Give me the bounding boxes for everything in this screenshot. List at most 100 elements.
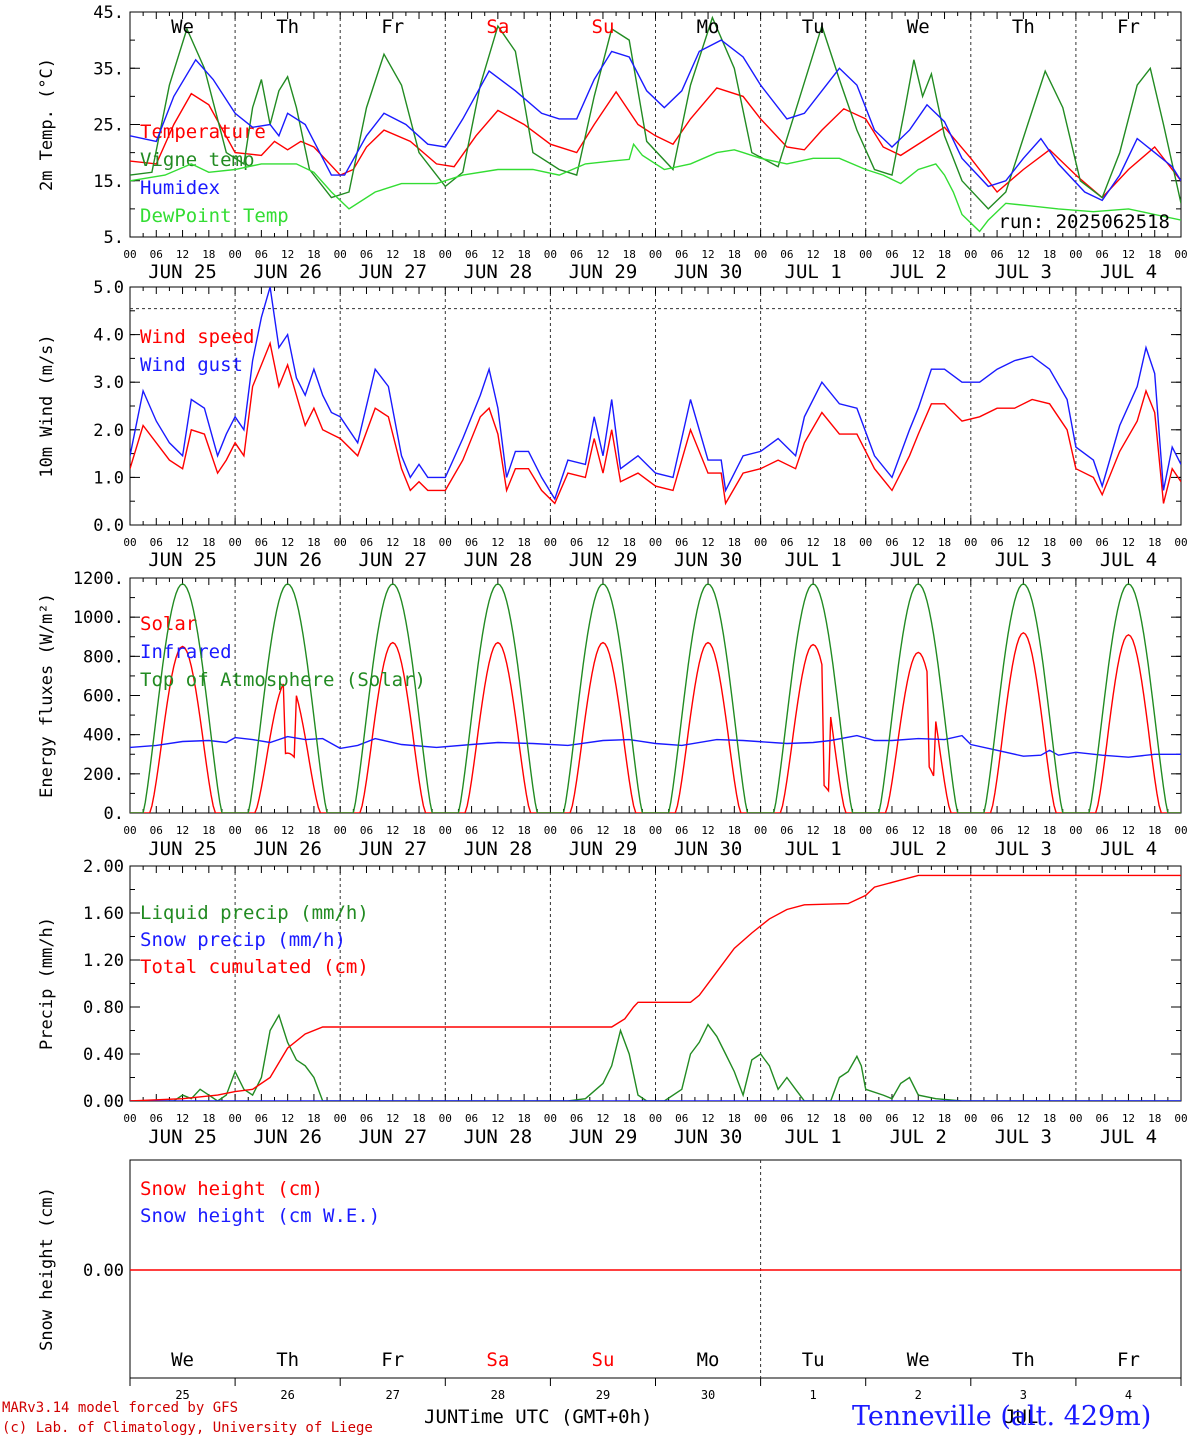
day-number: 26: [280, 1388, 294, 1402]
hour-label: 12: [1122, 824, 1135, 837]
hour-label: 12: [176, 248, 189, 261]
hour-label: 18: [412, 248, 425, 261]
y-tick-label: 0.00: [83, 1092, 124, 1112]
hour-label: 06: [885, 248, 898, 261]
hour-label: 06: [150, 248, 163, 261]
hour-label: 18: [518, 1112, 531, 1125]
day-name: Th: [276, 1349, 299, 1371]
hour-label: 12: [701, 248, 714, 261]
hour-label: 18: [1043, 824, 1056, 837]
hour-label: 00: [544, 824, 557, 837]
date-label: JUL 3: [995, 549, 1052, 571]
hour-label: 06: [360, 824, 373, 837]
day-name: We: [907, 1349, 930, 1371]
y-axis-label: Snow height (cm): [37, 1187, 57, 1351]
hour-label: 06: [780, 1112, 793, 1125]
date-label: JUN 27: [358, 261, 427, 283]
series-line-top-of-atmosphere-solar: [130, 583, 1181, 813]
hour-label: 18: [412, 536, 425, 549]
y-tick-label: 0.: [104, 804, 124, 824]
hour-label: 12: [701, 536, 714, 549]
footer-month-left: JUN: [424, 1406, 459, 1428]
hour-label: 06: [150, 824, 163, 837]
hour-label: 00: [1069, 536, 1082, 549]
hour-label: 12: [912, 824, 925, 837]
date-label: JUN 25: [148, 261, 217, 283]
hour-label: 06: [885, 824, 898, 837]
hour-label: 18: [623, 1112, 636, 1125]
site-name: Tenneville (alt. 429m): [852, 1401, 1152, 1432]
day-name: We: [171, 1349, 194, 1371]
hour-label: 00: [649, 1112, 662, 1125]
hour-label: 06: [465, 1112, 478, 1125]
hour-label: 06: [570, 248, 583, 261]
hour-label: 12: [1017, 824, 1030, 837]
hour-label: 18: [518, 536, 531, 549]
footer: MARv3.14 model forced by GFS (c) Lab. of…: [0, 1395, 1194, 1440]
series-line-temperature: [130, 87, 1181, 199]
hour-label: 18: [938, 824, 951, 837]
hour-label: 06: [255, 1112, 268, 1125]
hour-label: 12: [807, 536, 820, 549]
hour-label: 00: [123, 1112, 136, 1125]
hour-label: 00: [228, 1112, 241, 1125]
hour-label: 00: [334, 824, 347, 837]
hour-label: 00: [439, 248, 452, 261]
panel-4: 2.00 1.60 1.20 0.80 0.40 0.00 Precip (mm/h) 00 0…: [37, 857, 1188, 1148]
hour-label: 12: [807, 1112, 820, 1125]
day-number: 1: [810, 1388, 817, 1402]
day-number: 2: [915, 1388, 922, 1402]
hour-label: 18: [202, 248, 215, 261]
hour-label: 00: [964, 248, 977, 261]
hour-label: 12: [491, 824, 504, 837]
hour-label: 18: [938, 248, 951, 261]
hour-label: 06: [885, 536, 898, 549]
hour-label: 06: [1096, 536, 1109, 549]
hour-label: 06: [1096, 1112, 1109, 1125]
date-label: JUN 28: [464, 549, 533, 571]
y-tick-label: 4.0: [93, 326, 124, 346]
hour-label: 06: [465, 824, 478, 837]
hour-label: 00: [123, 536, 136, 549]
date-label: JUN 30: [674, 1126, 743, 1148]
hour-label: 06: [990, 1112, 1003, 1125]
hour-label: 00: [649, 824, 662, 837]
hour-label: 06: [990, 824, 1003, 837]
y-tick-label: 200.: [83, 765, 124, 785]
hour-label: 12: [596, 248, 609, 261]
legend-entry: Wind speed: [140, 326, 254, 348]
hour-label: 06: [990, 248, 1003, 261]
y-axis-label: Energy fluxes (W/m²): [37, 593, 57, 798]
date-label: JUL 4: [1100, 549, 1157, 571]
hour-label: 00: [1174, 1112, 1187, 1125]
hour-label: 06: [570, 824, 583, 837]
series-line-humidex: [130, 39, 1181, 202]
hour-label: 12: [491, 248, 504, 261]
date-label: JUN 30: [674, 261, 743, 283]
footer-model-credit: MARv3.14 model forced by GFS: [2, 1400, 239, 1416]
hour-label: 18: [307, 824, 320, 837]
hour-label: 00: [649, 248, 662, 261]
date-label: JUN 27: [358, 549, 427, 571]
day-name: Tu: [802, 16, 825, 38]
y-tick-label: 400.: [83, 726, 124, 746]
hour-label: 12: [386, 248, 399, 261]
y-tick-label: 0.80: [83, 998, 124, 1018]
hour-label: 00: [964, 536, 977, 549]
panel-5: 0.00 Snow height (cm) Snow height (cm) Snow…: [37, 1159, 1182, 1402]
y-tick-label: 45.: [93, 3, 124, 23]
hour-label: 00: [439, 824, 452, 837]
hour-label: 18: [728, 248, 741, 261]
hour-label: 06: [570, 536, 583, 549]
hour-label: 00: [1174, 248, 1187, 261]
hour-label: 00: [1069, 1112, 1082, 1125]
legend-entry: Temperature: [140, 121, 266, 143]
day-name: Th: [1012, 1349, 1035, 1371]
hour-label: 12: [596, 1112, 609, 1125]
hour-label: 00: [859, 824, 872, 837]
series-line-vigne-temp: [130, 15, 1181, 210]
hour-label: 00: [754, 536, 767, 549]
hour-label: 12: [386, 824, 399, 837]
hour-label: 12: [912, 248, 925, 261]
run-label: run: 2025062518: [998, 211, 1170, 233]
